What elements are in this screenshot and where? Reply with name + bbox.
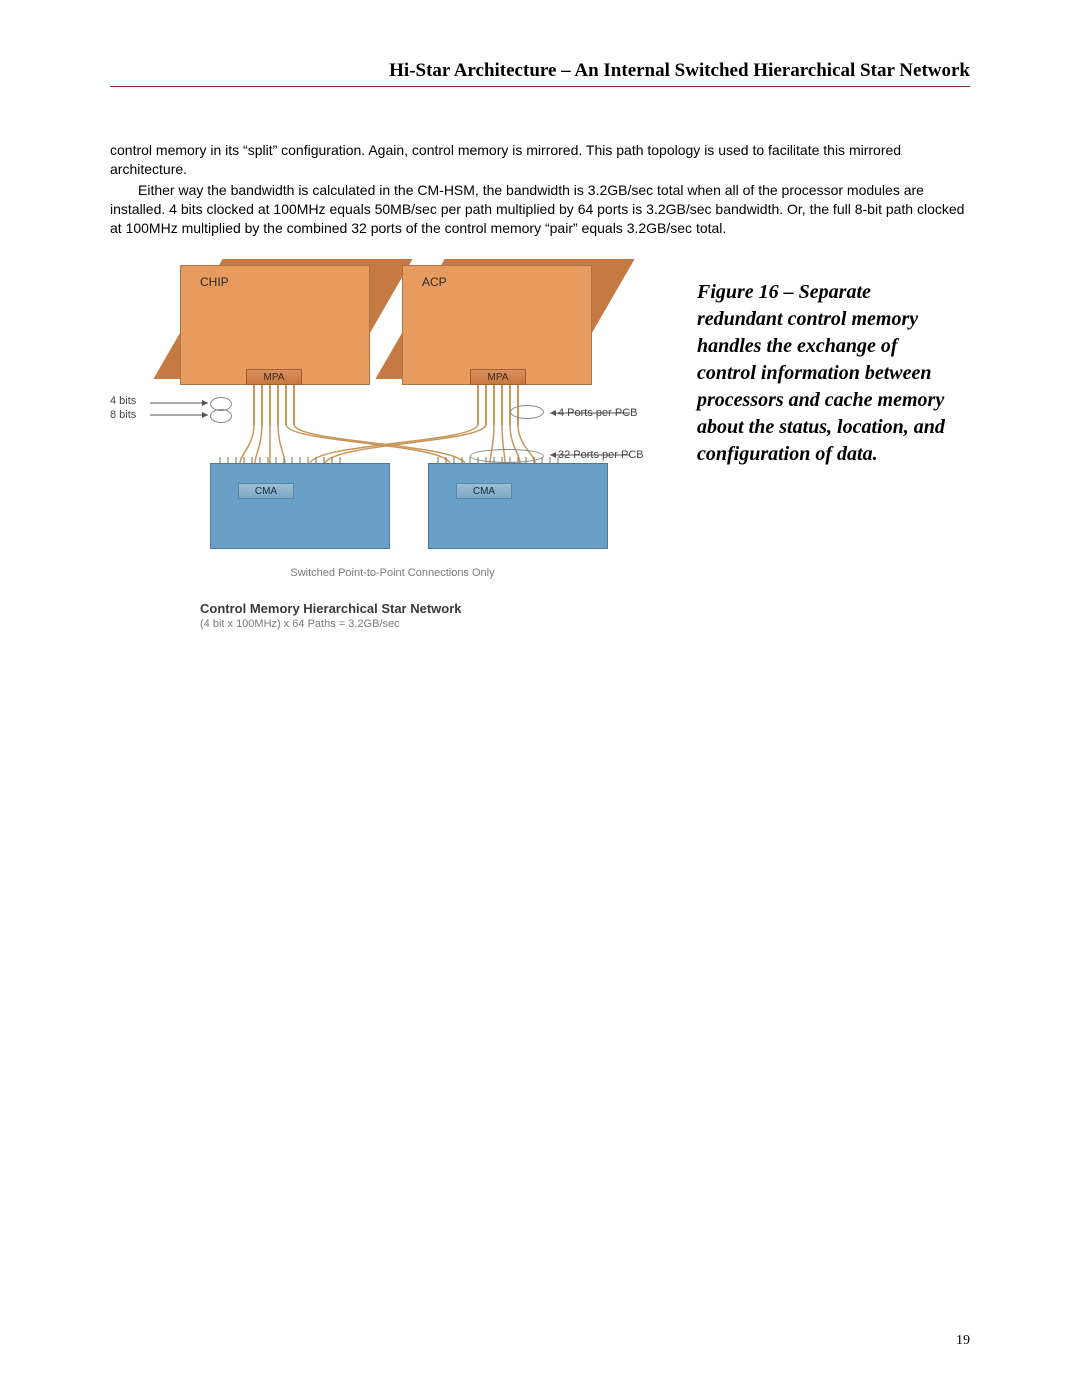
label-4ports: 4 Ports per PCB xyxy=(558,407,637,419)
page-number: 19 xyxy=(956,1333,970,1349)
label-32ports: 32 Ports per PCB xyxy=(558,449,644,461)
paragraph-2: Either way the bandwidth is calculated i… xyxy=(110,181,970,238)
figure-caption: Figure 16 – Separate redundant control m… xyxy=(697,265,947,468)
diagram-sub-caption: Switched Point-to-Point Connections Only xyxy=(110,567,675,579)
diagram-title: Control Memory Hierarchical Star Network xyxy=(200,601,675,616)
label-4bits: 4 bits xyxy=(110,395,136,407)
diagram-wrap: CHIP ACP MPA MPA CMA CMA xyxy=(110,265,675,630)
diagram-subtitle: (4 bit x 100MHz) x 64 Paths = 3.2GB/sec xyxy=(200,618,675,630)
paragraph-1: control memory in its “split” configurat… xyxy=(110,141,970,179)
diagram: CHIP ACP MPA MPA CMA CMA xyxy=(110,265,675,565)
body-text: control memory in its “split” configurat… xyxy=(110,141,970,237)
label-8bits: 8 bits xyxy=(110,409,136,421)
figure-row: CHIP ACP MPA MPA CMA CMA xyxy=(110,265,970,630)
page-header: Hi-Star Architecture – An Internal Switc… xyxy=(110,60,970,87)
